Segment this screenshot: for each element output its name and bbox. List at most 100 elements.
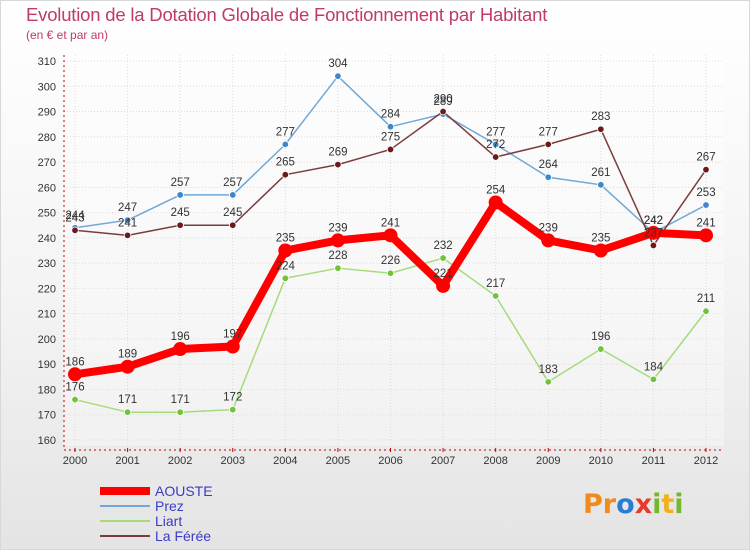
data-label-prez: 242 — [644, 215, 663, 227]
data-point-la-f-r-e — [439, 107, 447, 116]
data-label-la-f-r-e: 245 — [171, 207, 190, 219]
data-point-prez — [123, 216, 132, 224]
data-point-aouste — [278, 243, 293, 258]
logo-letter: t — [661, 489, 675, 520]
legend-label-prez: Prez — [155, 498, 184, 514]
data-label-liart: 172 — [223, 392, 242, 404]
data-label-liart: 176 — [65, 382, 84, 394]
data-point-aouste — [646, 225, 661, 240]
data-point-liart — [176, 408, 184, 416]
x-tick-label: 2004 — [273, 455, 297, 467]
y-tick-label: 210 — [38, 309, 56, 321]
data-point-aouste — [383, 228, 398, 243]
x-tick-label: 2005 — [326, 455, 350, 467]
data-label-la-f-r-e: 277 — [539, 126, 558, 138]
data-point-liart — [123, 408, 132, 416]
x-tick-label: 2010 — [589, 455, 613, 467]
data-point-liart — [544, 378, 552, 386]
data-point-liart — [702, 307, 710, 315]
data-point-liart — [281, 274, 290, 282]
y-tick-label: 160 — [38, 435, 56, 447]
chart-title: Evolution de la Dotation Globale de Fonc… — [26, 4, 548, 25]
legend-swatch-la-feree — [100, 535, 150, 537]
y-tick-label: 250 — [38, 208, 56, 220]
legend-label-la-feree: La Férée — [155, 528, 212, 544]
data-label-la-f-r-e: 243 — [65, 212, 84, 224]
legend-label-liart: Liart — [155, 513, 183, 529]
data-point-aouste — [173, 342, 188, 357]
plot-area — [64, 55, 724, 446]
data-point-la-f-r-e — [649, 241, 658, 250]
data-point-la-f-r-e — [229, 221, 237, 229]
data-label-liart: 232 — [433, 240, 452, 252]
data-label-prez: 253 — [696, 187, 715, 199]
data-label-la-f-r-e: 272 — [486, 139, 505, 151]
proxiti-logo: Proxiti — [583, 489, 684, 520]
data-point-la-f-r-e — [176, 221, 184, 229]
data-label-aouste: 235 — [276, 233, 295, 245]
data-point-liart — [439, 254, 447, 262]
data-point-la-f-r-e — [702, 165, 710, 174]
data-label-la-f-r-e: 275 — [381, 131, 400, 143]
logo-letter: r — [602, 489, 617, 520]
logo-letter: i — [674, 489, 684, 520]
chart-subtitle: (en € et par an) — [26, 28, 109, 42]
data-point-liart — [334, 264, 342, 272]
data-point-aouste — [593, 243, 608, 258]
y-tick-label: 180 — [38, 384, 56, 396]
data-label-aouste: 239 — [328, 222, 347, 234]
data-point-la-f-r-e — [334, 160, 342, 169]
x-tick-label: 2008 — [483, 455, 507, 467]
y-tick-label: 190 — [38, 359, 56, 371]
y-tick-label: 170 — [38, 410, 56, 422]
data-label-prez: 304 — [328, 58, 348, 70]
data-label-prez: 284 — [381, 109, 401, 121]
data-point-liart — [229, 405, 237, 414]
data-label-prez: 247 — [118, 202, 137, 214]
y-tick-label: 220 — [38, 283, 56, 295]
x-tick-label: 2000 — [63, 455, 87, 467]
data-point-prez — [597, 181, 605, 189]
data-point-aouste — [68, 367, 82, 382]
y-tick-label: 280 — [38, 132, 56, 144]
data-label-prez: 289 — [433, 96, 452, 108]
data-point-prez — [544, 173, 552, 181]
data-point-aouste — [436, 278, 451, 293]
data-point-prez — [334, 72, 342, 80]
data-label-la-f-r-e: 237 — [644, 227, 663, 239]
data-point-prez — [386, 122, 395, 131]
y-tick-label: 240 — [38, 233, 56, 245]
data-label-aouste: 189 — [118, 349, 137, 361]
data-point-la-f-r-e — [123, 231, 132, 240]
legend-swatch-prez — [100, 505, 150, 507]
data-point-la-f-r-e — [386, 145, 395, 154]
data-label-aouste: 186 — [65, 356, 84, 368]
data-point-la-f-r-e — [491, 153, 500, 161]
data-point-prez — [229, 191, 237, 199]
data-point-aouste — [225, 339, 240, 354]
data-label-liart: 171 — [118, 394, 137, 406]
y-tick-label: 300 — [38, 81, 56, 93]
data-label-prez: 277 — [276, 126, 295, 138]
data-label-liart: 171 — [171, 394, 190, 406]
data-point-aouste — [488, 195, 503, 210]
data-label-aouste: 221 — [433, 268, 452, 280]
x-tick-label: 2006 — [378, 455, 402, 467]
data-label-liart: 224 — [276, 260, 296, 272]
data-point-liart — [597, 345, 605, 353]
data-point-aouste — [699, 228, 713, 243]
y-tick-label: 230 — [38, 258, 56, 270]
data-label-la-f-r-e: 269 — [328, 147, 347, 159]
logo-letter: x — [634, 489, 653, 520]
data-point-prez — [281, 140, 290, 149]
data-label-la-f-r-e: 265 — [276, 157, 295, 169]
data-label-la-f-r-e: 245 — [223, 207, 242, 219]
data-point-liart — [386, 269, 395, 277]
data-label-liart: 196 — [591, 331, 610, 343]
data-label-aouste: 254 — [486, 184, 506, 196]
data-point-prez — [491, 140, 500, 149]
x-tick-label: 2003 — [221, 455, 245, 467]
x-tick-label: 2002 — [168, 455, 192, 467]
